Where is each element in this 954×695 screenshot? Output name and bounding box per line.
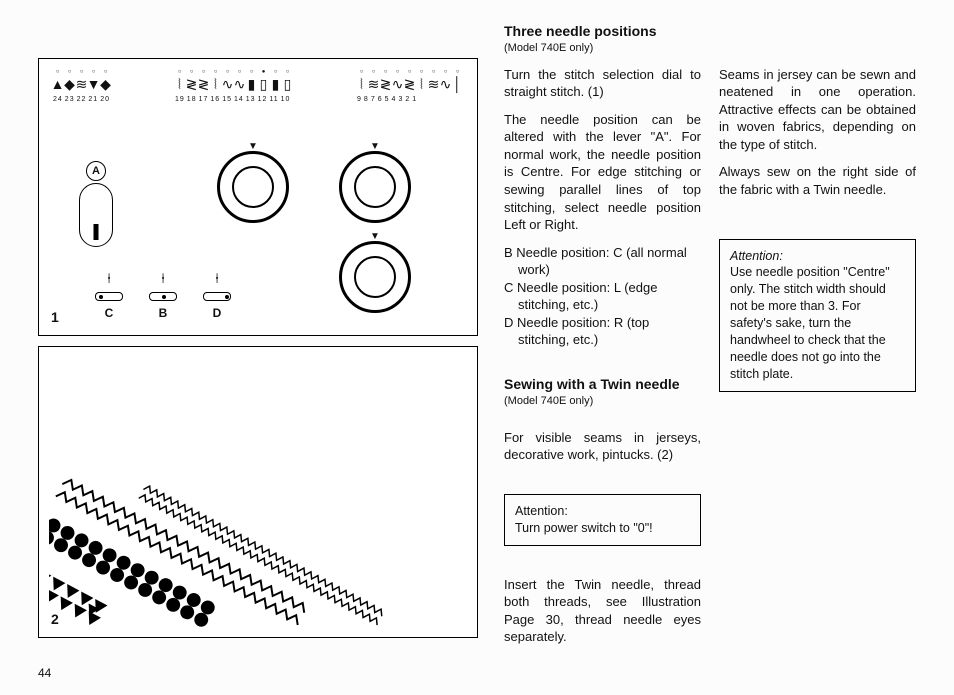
stitch-num: 1 <box>412 95 417 104</box>
attention2-label: Attention: <box>515 503 690 520</box>
stitch-num: 4 <box>392 95 397 104</box>
dial-2: ▼ <box>339 151 411 223</box>
stitch-num: 12 <box>258 95 268 104</box>
stitch-num: 6 <box>378 95 383 104</box>
stitch-selector-row: ○▲ ○◆ ○≋ ○▼ ○◆ 24 23 22 21 20 <box>53 69 463 104</box>
diagram-2: 2 <box>38 346 478 638</box>
stitch-num: 22 <box>77 95 87 104</box>
page-number: 44 <box>38 665 51 681</box>
stitch-num: 17 <box>199 95 209 104</box>
list-c: C Needle position: L (edge stitching, et… <box>504 279 701 314</box>
arrow-down-icon: ▼ <box>370 140 380 154</box>
figure-number-1: 1 <box>51 308 59 327</box>
stitch-num: 7 <box>371 95 376 104</box>
stitch-num: 14 <box>234 95 244 104</box>
arrow-down-icon: ▼ <box>370 230 380 244</box>
section2-title: Sewing with a Twin needle <box>504 375 701 394</box>
needle-label-b: B <box>159 305 168 321</box>
stitch-num: 20 <box>100 95 110 104</box>
needle-label-c: C <box>105 305 114 321</box>
stitch-num: 5 <box>385 95 390 104</box>
needle-icon: ⍿ <box>215 269 219 288</box>
stitch-num: 21 <box>88 95 98 104</box>
lever-a: A <box>79 169 113 233</box>
list-d: D Needle position: R (top stitching, etc… <box>504 314 701 349</box>
section2-p2: Insert the Twin needle, thread both thre… <box>504 576 701 646</box>
section1-title: Three needle positions <box>504 22 916 41</box>
lever-a-label: A <box>86 161 106 181</box>
p-rightside: Always sew on the right side of the fabr… <box>719 163 916 198</box>
stitch-num: 11 <box>269 95 278 104</box>
section1-col1: Turn the stitch selection dial to straig… <box>504 66 701 646</box>
section2-p1: For visible seams in jerseys, decorative… <box>504 429 701 464</box>
diagram-1: ○▲ ○◆ ○≋ ○▼ ○◆ 24 23 22 21 20 <box>38 58 478 336</box>
section2-subtitle: (Model 740E only) <box>504 394 701 409</box>
stitch-num: 9 <box>357 95 362 104</box>
stitch-num: 16 <box>210 95 220 104</box>
figure-number-2: 2 <box>51 610 59 629</box>
list-b: B Needle position: C (all normal work) <box>504 244 701 279</box>
stitch-num: 23 <box>65 95 75 104</box>
stitch-num: 10 <box>281 95 291 104</box>
left-column: ○▲ ○◆ ○≋ ○▼ ○◆ 24 23 22 21 20 <box>38 22 478 646</box>
arrow-down-icon: ▼ <box>248 140 258 154</box>
needle-positions: ⍿ C ⍿ B ⍿ D <box>95 269 231 321</box>
attention-box-1: Attention: Use needle position "Centre" … <box>719 239 916 392</box>
stitch-num: 8 <box>364 95 369 104</box>
needle-label-d: D <box>213 305 222 321</box>
stitch-num: 19 <box>175 95 185 104</box>
stitch-num: 13 <box>246 95 256 104</box>
needle-icon: ⍿ <box>107 269 111 288</box>
needle-icon: ⍿ <box>161 269 165 288</box>
right-column: Three needle positions (Model 740E only)… <box>504 22 916 646</box>
dial-1: ▼ <box>217 151 289 223</box>
stitch-num: 3 <box>398 95 403 104</box>
p-turn-dial: Turn the stitch selection dial to straig… <box>504 66 701 101</box>
stitch-num: 18 <box>187 95 197 104</box>
section1-subtitle: (Model 740E only) <box>504 41 916 56</box>
section1-col2: Seams in jersey can be sewn and neatened… <box>719 66 916 646</box>
stitch-num: 15 <box>222 95 232 104</box>
attention2-body: Turn power switch to "0"! <box>515 520 690 537</box>
p-jersey: Seams in jersey can be sewn and neatened… <box>719 66 916 154</box>
dial-3: ▼ <box>339 241 411 313</box>
p-needle-pos: The needle position can be altered with … <box>504 111 701 234</box>
stitch-num: 2 <box>405 95 410 104</box>
attention1-body: Use needle position "Centre" only. The s… <box>730 264 905 382</box>
stitch-samples <box>49 357 467 627</box>
stitch-num: 24 <box>53 95 63 104</box>
attention1-label: Attention: <box>730 248 905 265</box>
attention-box-2: Attention: Turn power switch to "0"! <box>504 494 701 546</box>
